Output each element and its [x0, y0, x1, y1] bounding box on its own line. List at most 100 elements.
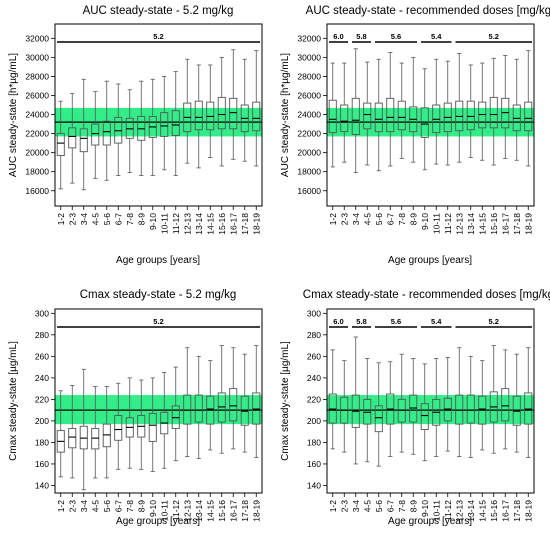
x-tick-label: 16-17: [500, 500, 510, 522]
box-4-5: [363, 61, 372, 166]
x-tick-label: 7-8: [397, 500, 407, 513]
box-13-14: [194, 355, 203, 459]
x-tick-label: 15-16: [489, 500, 499, 522]
y-tick-label: 32000: [25, 33, 49, 43]
box-12-13: [183, 58, 192, 164]
box-2-3: [68, 384, 77, 479]
x-tick-label: 16-17: [228, 213, 238, 235]
x-tick-label: 6-7: [385, 500, 395, 513]
box-1-2: [56, 390, 65, 478]
box-12-13: [455, 347, 464, 457]
x-tick-label: 7-8: [125, 500, 135, 513]
box-6-7: [114, 382, 123, 470]
x-tick-label: 8-9: [408, 213, 418, 226]
box-16-17: [229, 49, 238, 160]
box-9-10: [420, 68, 429, 171]
x-tick-label: 2-3: [339, 500, 349, 513]
y-tick-label: 20000: [297, 148, 321, 158]
x-tick-label: 12-13: [454, 500, 464, 522]
chart-title: AUC steady-state - 5.2 mg/kg: [83, 5, 234, 17]
box-15-16: [217, 345, 226, 454]
x-tick-label: 1-2: [56, 213, 66, 226]
x-tick-label: 14-15: [477, 500, 487, 522]
box-8-9: [137, 80, 146, 176]
box-1-2: [56, 100, 65, 190]
x-tick-label: 5-6: [102, 500, 112, 513]
box-7-8: [397, 353, 406, 453]
box-7-8: [397, 62, 406, 159]
y-tick-label: 20000: [25, 148, 49, 158]
x-axis-label: Age groups [years]: [388, 255, 472, 266]
box-14-15: [478, 360, 487, 451]
y-tick-label: 26000: [297, 90, 321, 100]
y-tick-label: 300: [35, 308, 49, 318]
x-tick-label: 10-11: [431, 500, 441, 521]
box-iqr: [466, 394, 475, 424]
box-18-19: [524, 50, 533, 167]
x-tick-label: 4-5: [362, 213, 372, 226]
box-4-5: [363, 358, 372, 463]
box-16-17: [501, 55, 510, 159]
y-tick-label: 180: [307, 437, 321, 447]
x-tick-label: 14-15: [205, 500, 215, 522]
box-1-2: [328, 62, 337, 168]
box-iqr: [229, 388, 238, 422]
box-11-12: [171, 366, 180, 462]
box-16-17: [229, 347, 238, 450]
box-iqr: [420, 403, 429, 430]
box-iqr: [148, 412, 157, 442]
x-tick-label: 2-3: [67, 500, 77, 513]
box-iqr: [68, 127, 77, 149]
y-tick-label: 240: [35, 373, 49, 383]
chart-panel-2: 6.0 5.8 5.6 5.4 5.2 16000 18000 20000 22000 24000…: [280, 5, 550, 266]
x-tick-label: 15-16: [217, 213, 227, 235]
box-iqr: [114, 415, 123, 441]
x-tick-label: 8-9: [136, 500, 146, 513]
x-tick-label: 13-14: [466, 213, 476, 235]
dose-segment-label: 5.8: [356, 317, 366, 326]
box-11-12: [443, 357, 452, 452]
box-11-12: [171, 71, 180, 176]
y-tick-label: 140: [35, 480, 49, 490]
x-tick-label: 5-6: [374, 213, 384, 226]
plot-frame: [54, 308, 263, 494]
chart-title: Cmax steady-state - 5.2 mg/kg: [80, 289, 237, 301]
x-tick-label: 5-6: [374, 500, 384, 513]
box-18-19: [252, 50, 261, 167]
y-tick-label: 260: [307, 351, 321, 361]
box-iqr: [524, 101, 533, 132]
x-tick-label: 18-19: [251, 500, 261, 522]
x-tick-label: 4-5: [362, 500, 372, 513]
dose-segment-label: 5.2: [153, 32, 163, 41]
y-tick-label: 18000: [25, 167, 49, 177]
box-iqr: [397, 100, 406, 131]
box-9-10: [148, 377, 157, 472]
y-tick-label: 160: [307, 459, 321, 469]
x-tick-label: 17-18: [240, 213, 250, 235]
dose-segment-label: 5.8: [356, 32, 366, 41]
box-iqr: [478, 395, 487, 425]
x-tick-label: 4-5: [90, 213, 100, 226]
x-tick-label: 3-4: [351, 500, 361, 513]
dose-segment-label: 6.0: [333, 317, 343, 326]
box-2-3: [68, 93, 77, 184]
y-tick-label: 28000: [297, 71, 321, 81]
x-tick-label: 11-12: [443, 500, 453, 521]
x-tick-label: 13-14: [194, 213, 204, 235]
chart-panel-3: 5.2 140 160 180 200 220 240 260 280 300 1-2 2-3 3-4 4…: [8, 289, 263, 527]
box-iqr: [340, 104, 349, 133]
x-tick-label: 9-10: [420, 213, 430, 230]
x-tick-label: 11-12: [443, 213, 453, 234]
box-11-12: [443, 60, 452, 166]
box-3-4: [351, 48, 360, 174]
x-tick-label: 8-9: [136, 213, 146, 226]
plot-frame: [326, 308, 535, 494]
x-axis-label: Age groups [years]: [116, 516, 200, 527]
dose-segment-label: 5.6: [391, 32, 401, 41]
box-iqr: [374, 405, 383, 433]
y-axis-label: Cmax steady-state [µg/mL]: [8, 341, 19, 461]
y-axis-label: Cmax steady-state [µg/mL]: [280, 341, 291, 461]
x-tick-label: 4-5: [90, 500, 100, 513]
box-15-16: [217, 56, 226, 167]
box-5-6: [374, 58, 383, 172]
